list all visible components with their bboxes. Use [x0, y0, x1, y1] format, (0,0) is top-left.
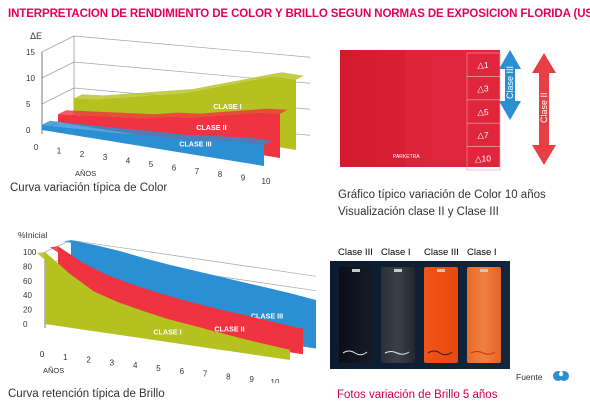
x-tick-label: 9	[249, 375, 254, 383]
y-tick-label: 60	[23, 277, 32, 286]
y-tick-label: 0	[26, 126, 31, 135]
color-scale-graphic: △1 △3 △5 △7 △10 PARKETRA Clase III Clase II	[340, 50, 556, 171]
x-tick-label: 8	[226, 372, 231, 381]
x-tick-label: 0	[40, 350, 45, 359]
x-tick-label: 7	[203, 370, 208, 379]
y-tick-label: 5	[26, 100, 31, 109]
y-tick-label: 0	[23, 320, 28, 329]
y-tick-label: 15	[26, 48, 35, 57]
series-label-clase-ii: CLASE II	[214, 325, 244, 334]
x-tick-label: 8	[218, 170, 223, 179]
series-label-clase-iii: CLASE III	[179, 140, 211, 149]
y-axis-label: %Inicial	[18, 230, 47, 240]
scale-row-box	[466, 146, 501, 171]
clase-iii-arrow: Clase III	[499, 50, 521, 120]
series-ribbon-clase-iii	[63, 240, 316, 302]
x-tick-label: 10	[271, 378, 280, 383]
x-tick-label: 3	[103, 153, 108, 162]
y-tick-label: 80	[23, 262, 32, 271]
sample-panel-2	[381, 267, 415, 363]
gridline	[41, 61, 75, 79]
x-tick-label: 5	[156, 364, 161, 373]
clase-ii-arrow: Clase II	[532, 53, 556, 165]
series-ribbon-clase-iii	[42, 120, 272, 146]
x-axis-label: AÑOS	[75, 169, 96, 178]
scale-step-label: △5	[477, 107, 489, 117]
photo-label-1: Clase III	[338, 247, 373, 258]
scale-step-label: △3	[477, 83, 489, 93]
gridline	[73, 35, 310, 58]
x-tick-label: 3	[110, 358, 115, 367]
gridline	[41, 35, 75, 53]
x-tick-label: 1	[63, 353, 68, 362]
series-area-clase-iii	[42, 124, 264, 166]
y-tick-label: 100	[23, 248, 37, 257]
color-scale-caption-1: Gráfico típico variación de Color 10 año…	[338, 189, 546, 201]
series-ribbon-clase-ii	[58, 108, 288, 119]
x-axis-label: AÑOS	[43, 366, 64, 375]
photos-caption: Fotos variación de Brillo 5 años	[337, 389, 498, 401]
x-tick-label: 10	[262, 177, 271, 186]
photo-label-2: Clase I	[381, 247, 411, 258]
x-tick-label: 5	[149, 160, 154, 169]
y-tick-label: 20	[23, 306, 32, 315]
gridline	[41, 87, 75, 105]
photo-label-4: Clase I	[467, 247, 497, 258]
series-label-clase-iii: CLASE III	[251, 311, 283, 320]
series-area-clase-i	[45, 252, 290, 360]
x-tick-label: 7	[195, 167, 200, 176]
gridline	[70, 239, 317, 277]
sample-panel-1	[339, 267, 373, 363]
gridline	[44, 239, 72, 253]
y-tick-label: 40	[23, 291, 32, 300]
page-title: INTERPRETACION DE RENDIMIENTO DE COLOR Y…	[8, 8, 590, 20]
x-tick-label: 6	[172, 163, 177, 172]
series-ribbon-clase-i	[74, 72, 304, 100]
scale-step-label: △1	[477, 60, 489, 70]
color-swatch-overlay	[405, 50, 500, 167]
color-variation-chart: 0 5 10 15 ΔE CLASE I CLASE II CLASE III 0 1 2 3 4 5 6 7…	[26, 31, 310, 186]
scale-step-label: △7	[477, 130, 489, 140]
y-tick-label: 10	[26, 74, 35, 83]
series-label-clase-ii: CLASE II	[196, 123, 226, 132]
x-tick-label: 2	[80, 150, 85, 159]
x-tick-label: 2	[86, 356, 91, 365]
gloss-samples-photo	[330, 261, 510, 369]
source-label: Fuente	[516, 372, 543, 382]
sample-panel-4	[467, 267, 501, 363]
x-tick-label: 1	[57, 146, 62, 155]
y-axis-label: ΔE	[30, 31, 42, 41]
brand-logo: PARKETRA	[393, 154, 420, 160]
photo-label-3: Clase III	[424, 247, 459, 258]
clase-iii-arrow-label: Clase III	[505, 66, 515, 99]
source-logo-icon	[553, 371, 569, 381]
sample-panel-3	[424, 267, 458, 363]
x-tick-label: 4	[133, 361, 138, 370]
x-tick-label: 9	[241, 174, 246, 183]
x-tick-label: 0	[34, 143, 39, 152]
gloss-chart-caption: Curva retención típica de Brillo	[8, 388, 165, 400]
series-label-clase-i: CLASE I	[153, 327, 181, 336]
scale-step-label: △10	[475, 154, 491, 164]
clase-ii-arrow-label: Clase II	[539, 92, 549, 123]
color-chart-caption: Curva variación típica de Color	[10, 182, 168, 194]
x-tick-label: 6	[180, 367, 185, 376]
series-label-clase-i: CLASE I	[213, 102, 241, 111]
color-scale-caption-2: Visualización clase II y Clase III	[338, 206, 499, 218]
x-tick-label: 4	[126, 157, 131, 166]
